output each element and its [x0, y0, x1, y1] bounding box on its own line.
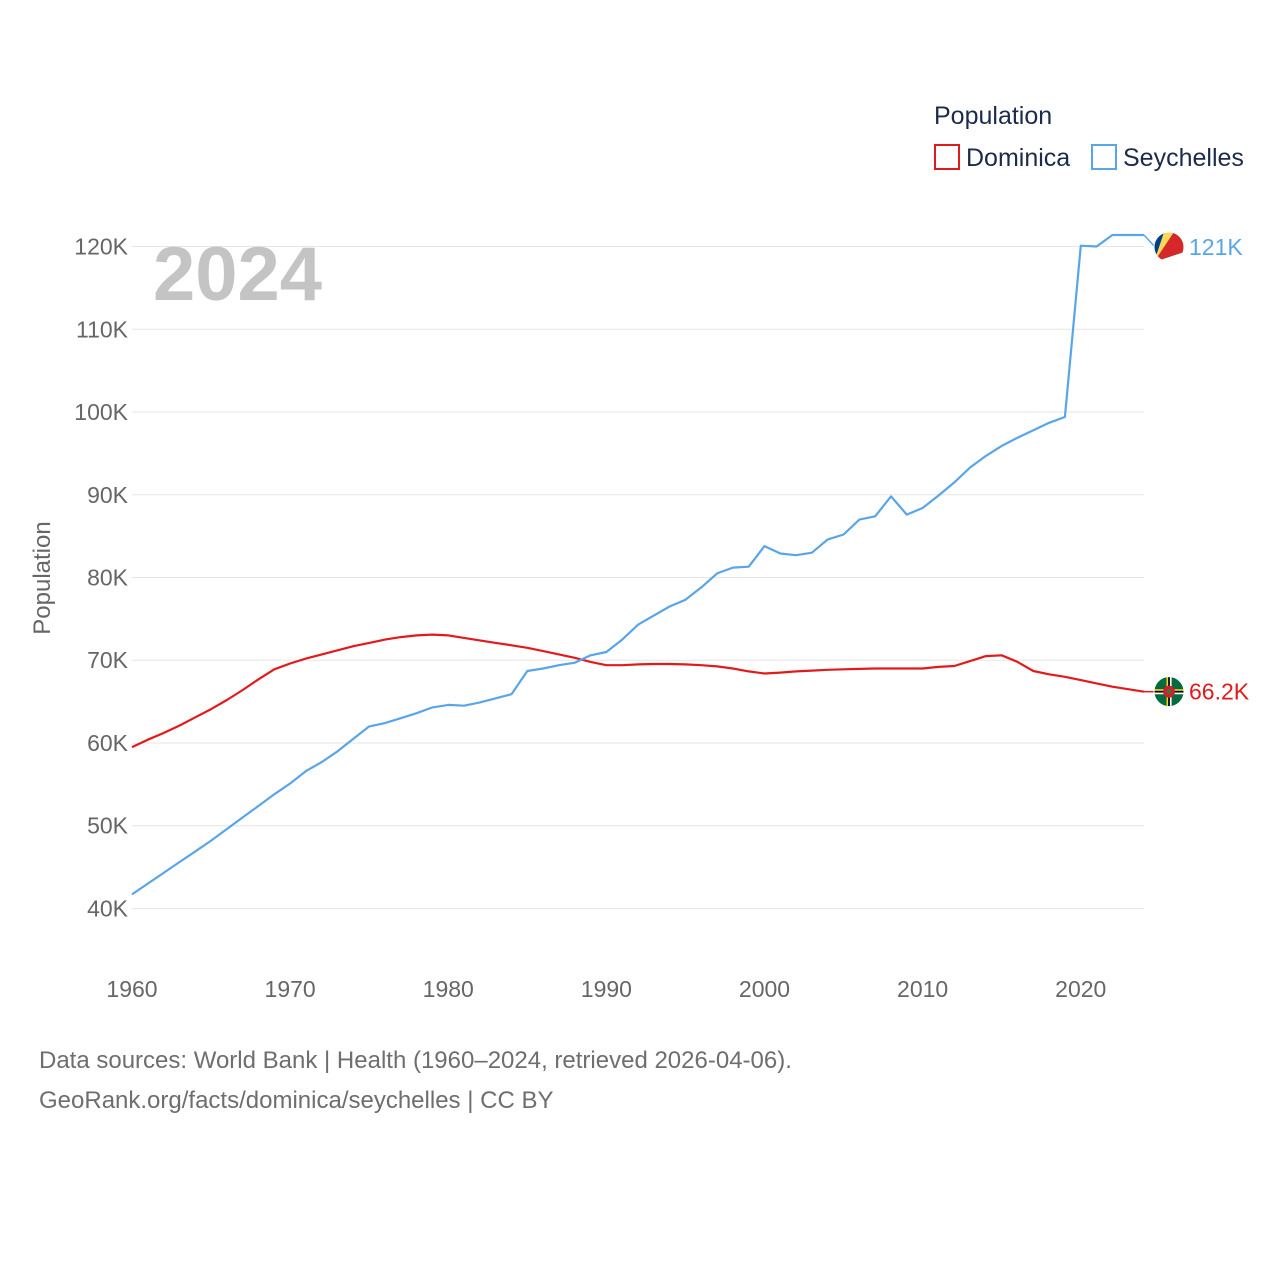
legend-swatch-dominica	[934, 144, 960, 170]
series-endpoints: 66.2K 121K	[1143, 231, 1250, 708]
y-tick-label: 60K	[87, 730, 129, 756]
gridlines	[132, 246, 1144, 909]
end-label-dominica: 66.2K	[1189, 679, 1250, 705]
end-label-seychelles: 121K	[1189, 234, 1243, 260]
x-tick-label: 1970	[265, 976, 316, 1002]
y-tick-label: 100K	[74, 399, 128, 425]
legend-swatch-seychelles	[1091, 144, 1117, 170]
dominica-flag-icon	[1153, 676, 1185, 708]
source-line-1: Data sources: World Bank | Health (1960–…	[39, 1047, 792, 1074]
x-tick-label: 2000	[739, 976, 790, 1002]
y-tick-label: 40K	[87, 895, 129, 921]
x-axis-ticks: 1960 1970 1980 1990 2000 2010 2020	[106, 976, 1106, 1002]
source-line-2: GeoRank.org/facts/dominica/seychelles | …	[39, 1087, 553, 1114]
legend-label-seychelles: Seychelles	[1123, 144, 1244, 172]
y-axis-label: Population	[29, 521, 56, 634]
x-tick-label: 2020	[1055, 976, 1106, 1002]
legend-title: Population	[934, 102, 1052, 130]
series-line-seychelles[interactable]	[131, 233, 1144, 896]
y-axis-ticks: 40K 50K 60K 70K 80K 90K 100K 110K 120K	[74, 234, 128, 922]
x-tick-label: 1960	[106, 976, 157, 1002]
y-tick-label: 50K	[87, 813, 129, 839]
y-tick-label: 70K	[87, 647, 129, 673]
series-line-dominica[interactable]	[131, 633, 1145, 749]
legend: Population Dominica Seychelles	[934, 102, 1244, 172]
legend-item-dominica[interactable]: Dominica	[934, 144, 1070, 172]
y-tick-label: 80K	[87, 565, 129, 591]
seychelles-flag-icon	[1153, 231, 1185, 263]
series-lines	[131, 233, 1145, 896]
legend-label-dominica: Dominica	[966, 144, 1070, 172]
y-tick-label: 110K	[76, 316, 129, 342]
endpoint-connector	[1143, 234, 1156, 248]
legend-item-seychelles[interactable]: Seychelles	[1091, 144, 1244, 172]
x-tick-label: 1980	[423, 976, 474, 1002]
x-tick-label: 2010	[897, 976, 948, 1002]
x-tick-label: 1990	[581, 976, 632, 1002]
y-tick-label: 90K	[87, 482, 129, 508]
year-label: 2024	[153, 232, 322, 317]
y-tick-label: 120K	[74, 234, 128, 260]
